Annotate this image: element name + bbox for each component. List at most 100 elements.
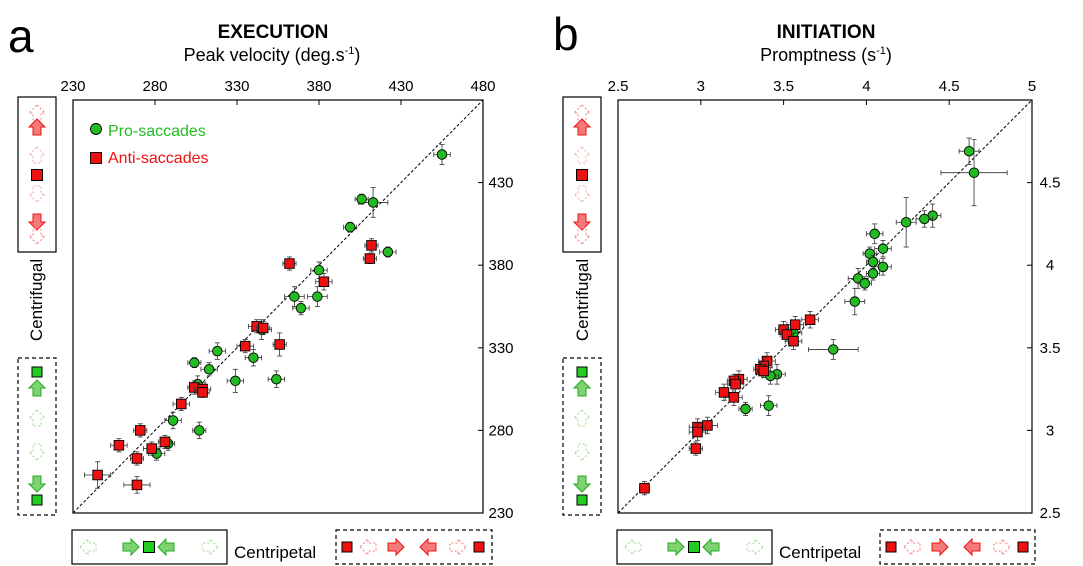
centrifugal-anti-icon	[562, 96, 602, 253]
data-point-anti	[364, 253, 376, 264]
data-point-anti	[284, 258, 295, 269]
data-point-anti	[131, 453, 143, 464]
identity-line	[72, 99, 484, 514]
data-point-anti	[113, 440, 125, 451]
centripetal-anti-icon	[335, 529, 493, 565]
panel-title: EXECUTION	[218, 22, 329, 43]
data-point-pro	[189, 357, 200, 368]
plot-area: 2.5 3 3.5 4 4.5 5 2.5 3 3.5 4 4.5	[608, 78, 1061, 522]
centrifugal-pro-icon	[562, 357, 602, 516]
panel-letter: a	[8, 10, 34, 62]
data-point-anti	[159, 436, 171, 448]
data-point-anti	[257, 322, 269, 334]
panel-subtitle: Peak velocity (deg.s-1)	[184, 45, 361, 65]
legend-marker-anti	[90, 152, 102, 164]
panel-title: INITIATION	[777, 22, 876, 43]
x-tick-label: 3.5	[773, 78, 794, 95]
data-point-anti	[131, 479, 143, 491]
data-point-pro	[763, 400, 774, 411]
data-point-pro	[436, 149, 448, 160]
data-point-anti	[758, 365, 769, 377]
centrifugal-pro-icon	[17, 357, 57, 516]
identity-line	[617, 99, 1033, 514]
data-point-anti	[175, 398, 187, 410]
data-point-pro	[212, 345, 223, 357]
y-axis-label: Centrifugal	[27, 259, 46, 341]
data-point-pro	[867, 268, 879, 279]
data-point-pro	[194, 425, 205, 436]
centripetal-pro-icon	[616, 529, 773, 565]
y-tick-label: 3	[1046, 422, 1054, 439]
y-tick-label: 380	[488, 257, 513, 274]
data-point-pro	[867, 256, 879, 268]
data-point-anti	[789, 319, 801, 330]
y-tick-label: 230	[488, 505, 513, 522]
y-tick-label: 3.5	[1040, 340, 1061, 357]
data-point-anti	[146, 443, 157, 454]
data-point-pro	[356, 193, 367, 205]
data-point-pro	[963, 145, 975, 157]
data-point-pro	[271, 373, 282, 385]
legend-label-pro: Pro-saccades	[108, 123, 206, 140]
data-point-pro	[312, 291, 323, 302]
data-point-anti	[702, 420, 713, 431]
data-point-pro	[877, 243, 889, 254]
data-point-anti	[197, 387, 208, 398]
centripetal-pro-icon	[71, 529, 228, 565]
data-point-anti	[781, 329, 793, 340]
data-point-pro	[859, 278, 870, 289]
y-tick-label: 2.5	[1040, 505, 1061, 522]
data-point-pro	[203, 364, 215, 375]
data-point-pro	[295, 302, 307, 314]
data-point-anti	[92, 469, 103, 481]
y-tick-label: 330	[488, 340, 513, 357]
data-point-anti	[366, 240, 377, 251]
panel-subtitle: Promptness (s-1)	[760, 45, 892, 65]
data-point-anti	[690, 443, 702, 454]
centrifugal-anti-icon	[17, 96, 57, 253]
data-point-anti	[718, 387, 730, 398]
data-point-anti	[788, 335, 799, 347]
x-tick-label: 4	[862, 78, 870, 95]
data-point-pro	[167, 415, 179, 426]
x-tick-label: 380	[306, 78, 331, 95]
data-point-pro	[248, 352, 259, 363]
x-tick-label: 2.5	[608, 78, 629, 95]
panel-initiation: b INITIATION Promptness (s-1) 2.5 3 3.5 4 4.…	[553, 8, 1061, 565]
panel-execution: a EXECUTION Peak velocity (deg.s-1) 230 2…	[8, 10, 514, 565]
x-tick-label: 3	[697, 78, 705, 95]
data-point-pro	[230, 375, 241, 387]
x-tick-label: 430	[388, 78, 413, 95]
x-tick-label: 480	[470, 78, 495, 95]
data-point-pro	[968, 167, 980, 178]
data-point-anti	[639, 482, 650, 494]
legend-marker-pro	[90, 123, 102, 135]
data-point-pro	[289, 291, 300, 302]
data-point-anti	[692, 426, 703, 438]
legend: Pro-saccades Anti-saccades	[90, 123, 209, 167]
x-axis-label: Centripetal	[779, 543, 861, 562]
x-tick-label: 280	[142, 78, 167, 95]
centripetal-anti-icon	[879, 529, 1036, 565]
data-point-pro	[869, 228, 880, 240]
y-axis-label: Centrifugal	[573, 259, 592, 341]
x-tick-label: 4.5	[939, 78, 960, 95]
y-tick-label: 430	[488, 175, 513, 192]
data-point-pro	[919, 213, 930, 225]
data-point-pro	[828, 344, 839, 355]
plot-frame	[72, 99, 484, 514]
data-point-pro	[313, 264, 325, 276]
data-point-anti	[804, 314, 816, 325]
data-point-anti	[134, 425, 146, 436]
data-point-pro	[382, 246, 394, 258]
y-tick-label: 4.5	[1040, 175, 1061, 192]
x-tick-label: 230	[60, 78, 85, 95]
data-point-anti	[239, 340, 251, 352]
data-point-pro	[900, 216, 912, 228]
y-tick-label: 280	[488, 422, 513, 439]
data-point-anti	[728, 392, 740, 403]
panel-letter: b	[553, 8, 579, 60]
x-axis-label: Centripetal	[234, 543, 316, 562]
data-point-pro	[344, 221, 356, 233]
